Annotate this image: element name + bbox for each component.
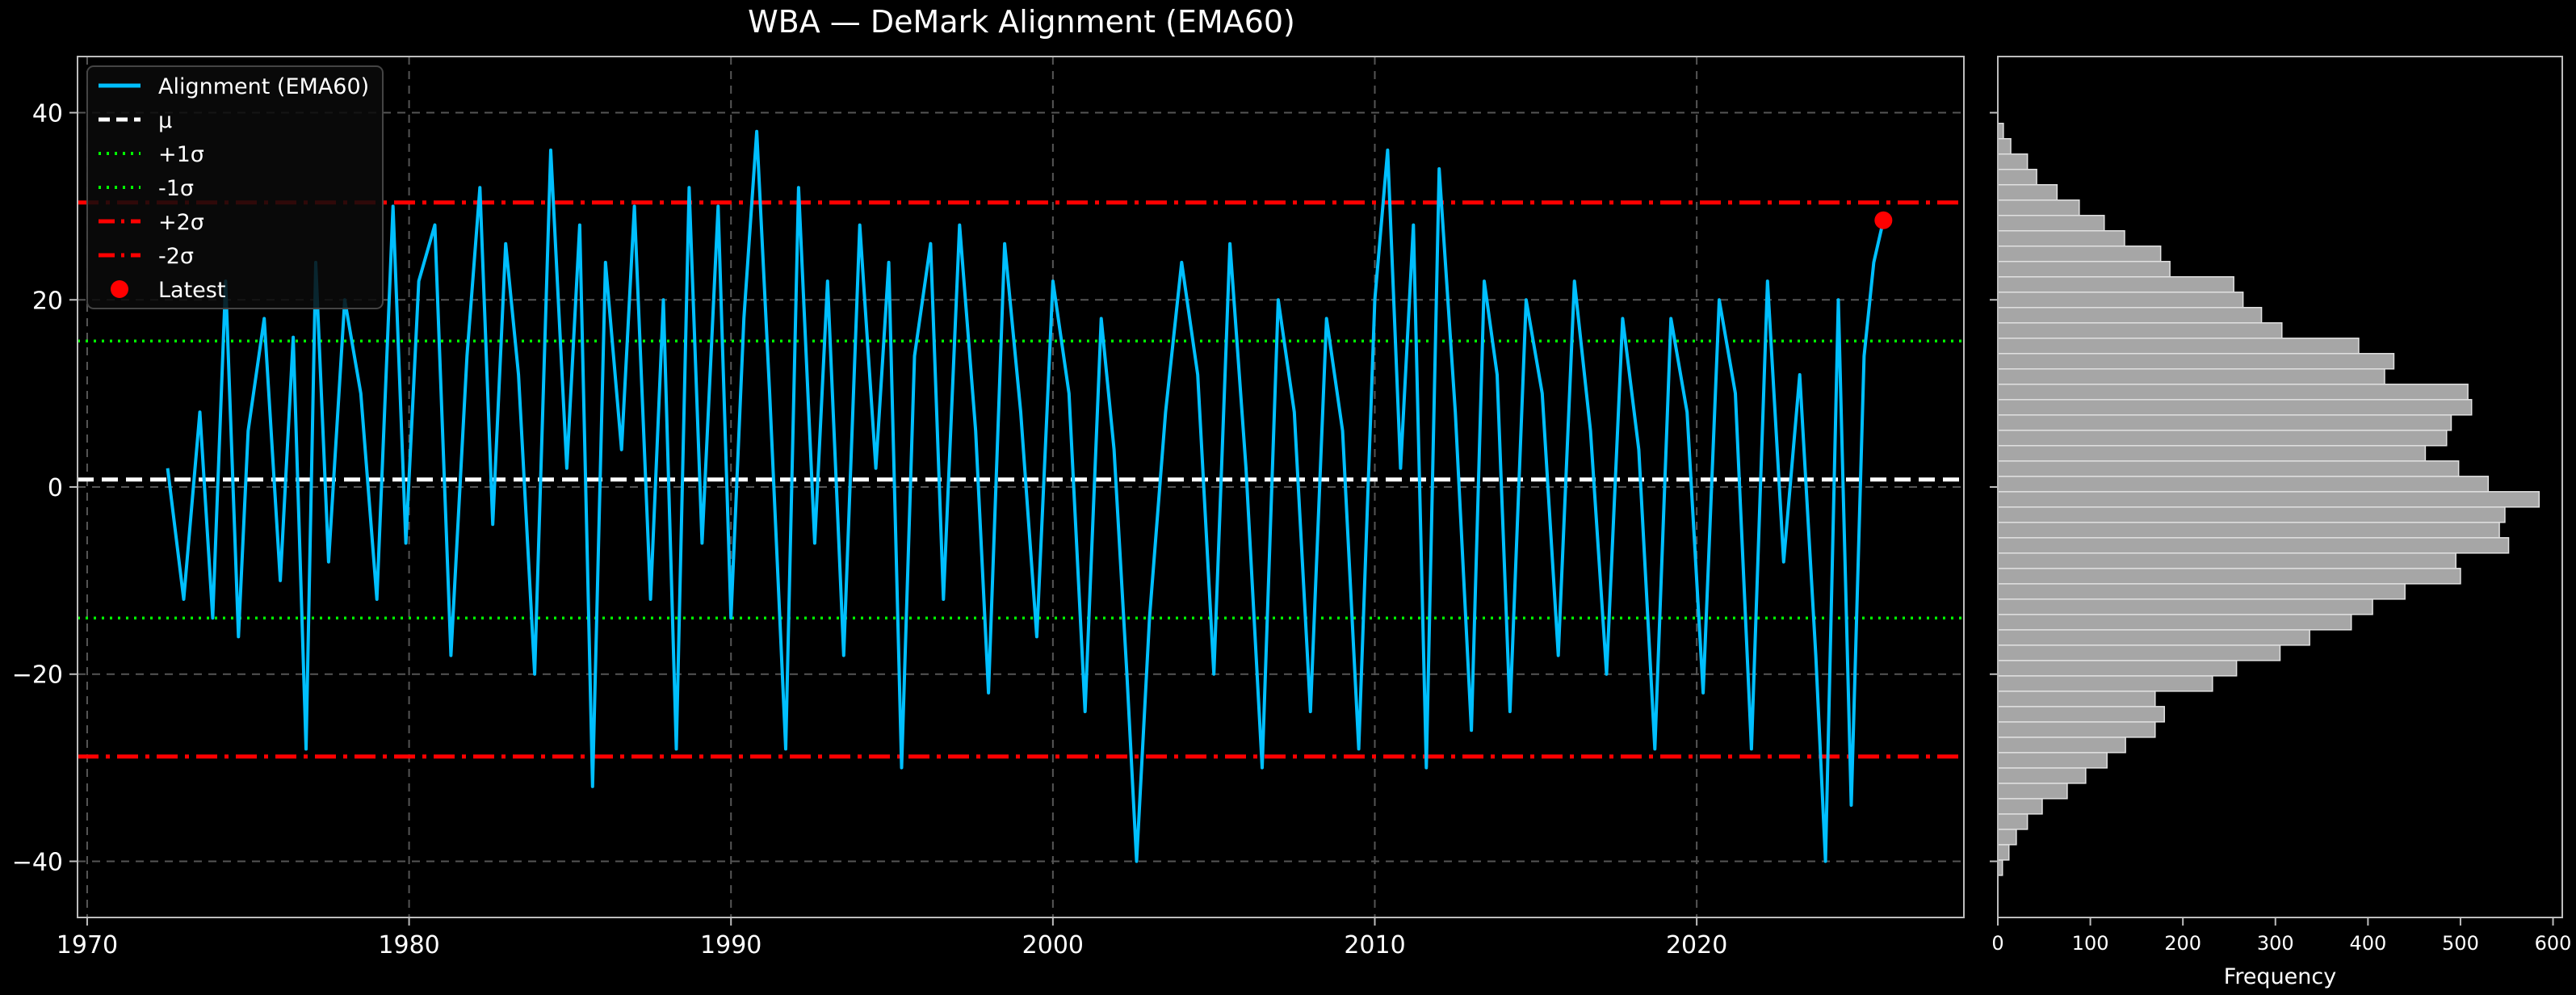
- histogram-bar: [1997, 353, 2395, 370]
- hist-tick-label: 0: [1991, 932, 2003, 955]
- alignment-series-line: [166, 129, 1886, 863]
- legend-label: -1σ: [158, 176, 194, 201]
- x-tick-label: 1990: [700, 931, 761, 959]
- x-tick-label: 2020: [1666, 931, 1727, 959]
- histogram-bar: [1997, 491, 2540, 508]
- hist-tick-label: 500: [2442, 932, 2479, 955]
- histogram-bar: [1997, 767, 2087, 784]
- histogram-bar: [1997, 752, 2108, 769]
- histogram-ticks: 0 100 200 300 400 500 600: [1990, 111, 2572, 955]
- histogram-bar: [1997, 476, 2490, 493]
- histogram-plot: 0 100 200 300 400 500 600 Frequency: [1990, 56, 2572, 989]
- histogram-bar: [1997, 307, 2263, 324]
- hist-tick-label: 400: [2349, 932, 2386, 955]
- x-tick-label: 1970: [57, 931, 118, 959]
- histogram-bar: [1997, 399, 2473, 416]
- histogram-bar: [1997, 137, 2012, 155]
- legend-box: [86, 65, 384, 309]
- legend-swatch: [111, 280, 128, 298]
- hist-tick-label: 600: [2535, 932, 2572, 955]
- reference-lines: [78, 200, 1964, 759]
- legend-label: Alignment (EMA60): [158, 74, 369, 99]
- histogram-bar: [1997, 229, 2125, 247]
- histogram-bar: [1997, 168, 2037, 186]
- legend-label: μ: [158, 108, 172, 133]
- latest-point: [1874, 211, 1893, 229]
- histogram-bar: [1997, 552, 2456, 569]
- histogram-bar: [1997, 153, 2028, 170]
- histogram-bar: [1997, 737, 2126, 754]
- x-tick-label: 2010: [1344, 931, 1405, 959]
- legend-label: -2σ: [158, 244, 194, 269]
- histogram-bar: [1997, 445, 2427, 462]
- histogram-bar: [1997, 338, 2360, 355]
- histogram-bar: [1997, 122, 2004, 140]
- histogram-bar: [1997, 675, 2213, 692]
- histogram-bar: [1997, 706, 2166, 723]
- histogram-bar: [1997, 430, 2448, 447]
- histogram-bar: [1997, 844, 2010, 861]
- y-tick-label: 20: [32, 287, 63, 315]
- legend-label: Latest: [158, 278, 225, 303]
- histogram-bar: [1997, 568, 2461, 585]
- legend: Alignment (EMA60) μ +1σ -1σ +2σ -2σ Latest: [86, 65, 384, 309]
- y-tick-label: −40: [12, 848, 63, 876]
- histogram-bar: [1997, 629, 2310, 646]
- histogram-bar: [1997, 614, 2352, 631]
- histogram-bar: [1997, 199, 2080, 216]
- y-tick-label: 40: [32, 100, 63, 128]
- y-tick-label: 0: [48, 474, 63, 502]
- histogram-bar: [1997, 829, 2017, 846]
- latest-layer: [1874, 211, 1893, 229]
- histogram-bar: [1997, 322, 2283, 339]
- histogram-bar: [1997, 783, 2068, 800]
- histogram-bar: [1997, 644, 2281, 661]
- hist-tick-label: 100: [2072, 932, 2109, 955]
- hist-tick-label: 300: [2257, 932, 2294, 955]
- main-axis-ticks: 1970 1980 1990 2000 2010 2020 −40 −20 0 20 40: [12, 100, 1728, 959]
- hist-tick-label: 200: [2164, 932, 2201, 955]
- histogram-bar: [1997, 261, 2171, 278]
- histogram-bar: [1997, 368, 2385, 385]
- histogram-bar: [1997, 460, 2460, 477]
- histogram-bar: [1997, 691, 2156, 707]
- legend-label: +2σ: [158, 210, 204, 235]
- histogram-bar: [1997, 598, 2373, 615]
- histogram-bar: [1997, 537, 2510, 554]
- histogram-x-axis-label: Frequency: [2224, 964, 2337, 989]
- histogram-bar: [1997, 798, 2043, 815]
- histogram-bar: [1997, 813, 2028, 830]
- y-tick-label: −20: [12, 661, 63, 690]
- histogram-bar: [1997, 506, 2506, 523]
- histogram-bar: [1997, 384, 2469, 401]
- main-plot: 1970 1980 1990 2000 2010 2020 −40 −20 0 20 40 Alig…: [12, 56, 1965, 959]
- histogram-bar: [1997, 292, 2244, 309]
- histogram-bar: [1997, 276, 2234, 293]
- legend-label: +1σ: [158, 142, 204, 167]
- histogram-bar: [1997, 246, 2162, 262]
- histogram-bar: [1997, 660, 2238, 677]
- series-layer: [166, 129, 1886, 863]
- histogram-bar: [1997, 583, 2406, 600]
- x-tick-label: 2000: [1022, 931, 1084, 959]
- histogram-bar: [1997, 522, 2500, 539]
- histogram-bar: [1997, 214, 2105, 232]
- histogram-bar: [1997, 414, 2452, 431]
- x-tick-label: 1980: [378, 931, 439, 959]
- histogram-bar: [1997, 183, 2058, 201]
- chart-title: WBA — DeMark Alignment (EMA60): [748, 4, 1295, 40]
- histogram-bar: [1997, 721, 2156, 738]
